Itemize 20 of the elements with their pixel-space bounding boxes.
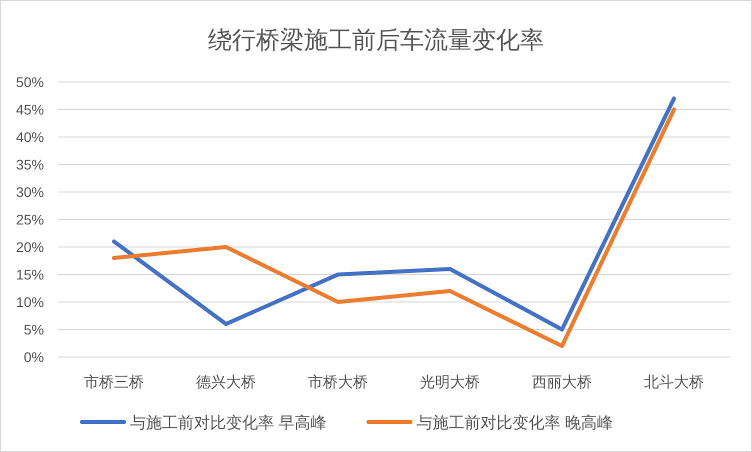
x-tick-label: 西丽大桥	[532, 374, 592, 391]
y-tick-label: 10%	[16, 294, 44, 310]
x-tick-label: 市桥三桥	[84, 374, 144, 391]
y-tick-label: 20%	[16, 239, 44, 255]
y-tick-label: 15%	[16, 266, 44, 282]
legend-label: 与施工前对比变化率 晚高峰	[416, 414, 613, 432]
x-tick-label: 德兴大桥	[196, 374, 256, 391]
x-tick-label: 北斗大桥	[644, 374, 704, 391]
y-tick-label: 25%	[16, 212, 44, 228]
y-tick-label: 5%	[24, 322, 44, 338]
legend-label: 与施工前对比变化率 早高峰	[130, 414, 326, 432]
y-tick-label: 0%	[24, 349, 44, 365]
y-tick-label: 50%	[16, 74, 44, 90]
y-tick-label: 40%	[16, 129, 44, 145]
chart-title: 绕行桥梁施工前后车流量变化率	[208, 27, 544, 54]
y-tick-label: 45%	[16, 102, 44, 118]
x-tick-label: 光明大桥	[420, 374, 480, 391]
y-tick-label: 30%	[16, 184, 44, 200]
x-tick-label: 市桥大桥	[308, 374, 368, 391]
y-tick-label: 35%	[16, 156, 44, 172]
